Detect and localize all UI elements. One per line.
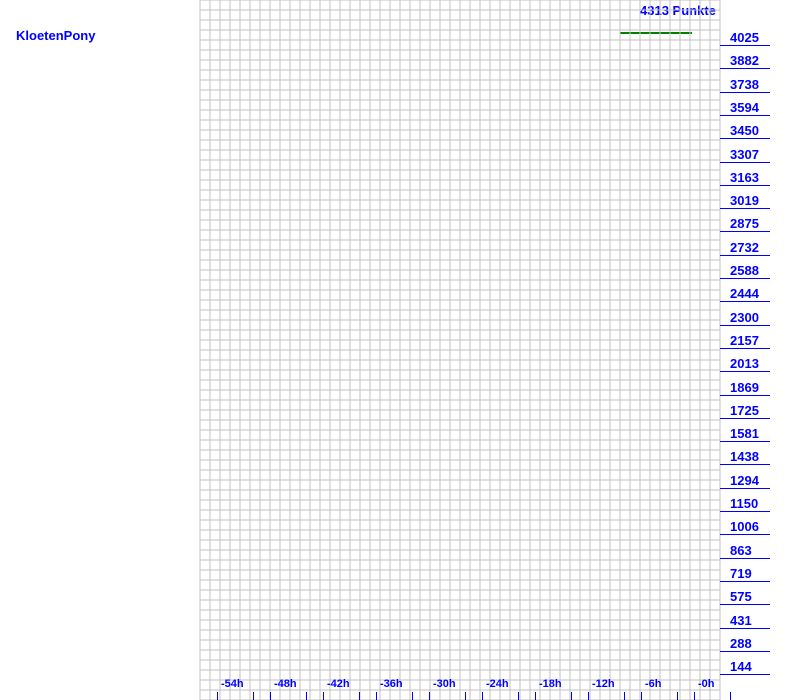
x-tick (429, 692, 430, 700)
y-tick (720, 674, 770, 675)
x-label: -36h (380, 678, 403, 690)
y-label: 2157 (730, 333, 759, 348)
y-label: 1438 (730, 449, 759, 464)
x-tick (306, 692, 307, 700)
y-tick (720, 92, 770, 93)
x-label: -24h (486, 678, 509, 690)
y-label: 863 (730, 543, 752, 558)
y-label: 3450 (730, 123, 759, 138)
y-tick (720, 138, 770, 139)
y-label: 1150 (730, 496, 758, 511)
x-tick (359, 692, 360, 700)
x-label: -0h (698, 678, 715, 690)
y-tick (720, 348, 770, 349)
chart-grid (0, 0, 800, 700)
x-tick (518, 692, 519, 700)
y-label: 3882 (730, 53, 759, 68)
x-tick (412, 692, 413, 700)
y-label: 144 (730, 659, 752, 674)
x-tick (253, 692, 254, 700)
y-tick (720, 68, 770, 69)
y-label: 288 (730, 636, 752, 651)
y-label: 2013 (730, 356, 759, 371)
y-tick (720, 604, 770, 605)
x-tick (482, 692, 483, 700)
y-label: 3019 (730, 193, 759, 208)
x-tick (730, 692, 731, 700)
y-label: 2732 (730, 240, 759, 255)
x-tick (677, 692, 678, 700)
y-tick (720, 464, 770, 465)
y-label: 1294 (730, 473, 759, 488)
y-tick (720, 45, 770, 46)
x-tick (465, 692, 466, 700)
x-label: -18h (539, 678, 562, 690)
y-tick (720, 558, 770, 559)
x-tick (588, 692, 589, 700)
y-tick (720, 208, 770, 209)
y-label: 3163 (730, 170, 759, 185)
y-label: 2588 (730, 263, 759, 278)
y-tick (720, 185, 770, 186)
y-label: 719 (730, 566, 752, 581)
x-tick (323, 692, 324, 700)
y-tick (720, 534, 770, 535)
x-tick (571, 692, 572, 700)
x-label: -42h (327, 678, 350, 690)
y-label: 3594 (730, 100, 759, 115)
y-tick (720, 371, 770, 372)
y-tick (720, 278, 770, 279)
x-label: -6h (645, 678, 662, 690)
x-tick (535, 692, 536, 700)
x-label: -48h (274, 678, 297, 690)
y-tick (720, 651, 770, 652)
x-tick (376, 692, 377, 700)
x-tick (624, 692, 625, 700)
y-tick (720, 628, 770, 629)
y-tick (720, 115, 770, 116)
x-label: -30h (433, 678, 456, 690)
y-label: 2875 (730, 216, 759, 231)
y-tick (720, 418, 770, 419)
x-tick (217, 692, 218, 700)
y-tick (720, 441, 770, 442)
y-label: 4025 (730, 30, 759, 45)
x-label: -54h (221, 678, 244, 690)
y-label: 1006 (730, 519, 759, 534)
y-label: 1581 (730, 426, 759, 441)
y-label: 2300 (730, 310, 759, 325)
y-label: 431 (730, 613, 752, 628)
y-label: 1725 (730, 403, 759, 418)
y-tick (720, 231, 770, 232)
y-label: 575 (730, 589, 752, 604)
x-tick (270, 692, 271, 700)
y-tick (720, 255, 770, 256)
x-label: -12h (592, 678, 615, 690)
y-tick (720, 395, 770, 396)
y-label: 3738 (730, 77, 759, 92)
y-tick (720, 325, 770, 326)
y-label: 1869 (730, 380, 759, 395)
y-label: 3307 (730, 147, 759, 162)
y-tick (720, 162, 770, 163)
x-tick (694, 692, 695, 700)
y-tick (720, 488, 770, 489)
y-tick (720, 301, 770, 302)
y-tick (720, 511, 770, 512)
x-tick (641, 692, 642, 700)
y-tick (720, 581, 770, 582)
y-label: 2444 (730, 286, 759, 301)
